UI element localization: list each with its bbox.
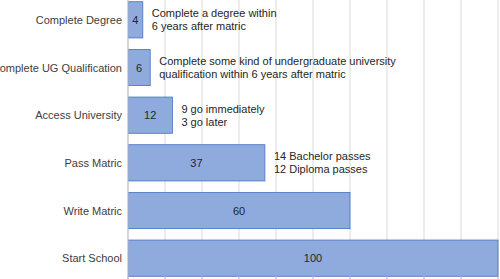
tick-mark — [350, 276, 351, 279]
data-label: 4 — [132, 14, 138, 26]
bar — [128, 97, 172, 133]
grid-line — [387, 0, 388, 279]
tick-mark — [239, 276, 240, 279]
tick-mark — [128, 276, 129, 279]
category-label: Complete Degree — [36, 14, 122, 26]
grid-line — [424, 0, 425, 279]
axis-line — [128, 0, 129, 279]
data-label: 6 — [136, 62, 142, 74]
grid-line — [276, 0, 277, 279]
category-labels: Complete Degree Complete UG Qualification… — [0, 14, 123, 264]
tick-mark — [313, 276, 314, 279]
annotation: 14 Bachelor passes — [274, 150, 371, 162]
annotation: 3 go later — [181, 116, 227, 128]
category-label: Start School — [62, 252, 122, 264]
annotation: 9 go immediately — [181, 103, 265, 115]
tick-mark — [165, 276, 166, 279]
grid-line — [202, 0, 203, 279]
bar — [128, 192, 350, 228]
data-label: 37 — [190, 157, 202, 169]
grid-line — [461, 0, 462, 279]
grid — [128, 0, 498, 279]
category-label: Access University — [35, 109, 122, 121]
grid-line — [128, 0, 129, 279]
data-labels: 4 6 12 37 60 100 — [132, 14, 322, 264]
tick-mark — [276, 276, 277, 279]
tick-mark — [202, 276, 203, 279]
category-label: Pass Matric — [65, 157, 123, 169]
tick-mark — [461, 276, 462, 279]
category-label: Complete UG Qualification — [0, 62, 122, 74]
bar — [128, 2, 143, 38]
annotation: 12 Diploma passes — [274, 163, 368, 175]
annotations: Complete a degree within6 years after ma… — [152, 7, 397, 175]
grid-line — [350, 0, 351, 279]
chart: Complete Degree Complete UG Qualification… — [0, 0, 500, 279]
tick-mark — [498, 276, 499, 279]
bar — [128, 240, 498, 276]
annotation: Complete some kind of undergraduate univ… — [159, 55, 396, 67]
bars — [128, 2, 498, 277]
tick-mark — [424, 276, 425, 279]
data-label: 100 — [304, 252, 322, 264]
grid-line — [165, 0, 166, 279]
annotation: Complete a degree within — [152, 7, 277, 19]
ticks — [128, 276, 498, 279]
grid-line — [239, 0, 240, 279]
bar — [128, 145, 265, 181]
annotation: qualification within 6 years after matri… — [159, 68, 346, 80]
chart-root: Complete Degree Complete UG Qualification… — [0, 0, 500, 279]
data-label: 60 — [233, 205, 245, 217]
grid-line — [498, 0, 499, 279]
data-label: 12 — [144, 109, 156, 121]
grid-line — [313, 0, 314, 279]
annotation: 6 years after matric — [152, 20, 247, 32]
bar — [128, 49, 150, 85]
tick-mark — [387, 276, 388, 279]
category-label: Write Matric — [64, 205, 123, 217]
